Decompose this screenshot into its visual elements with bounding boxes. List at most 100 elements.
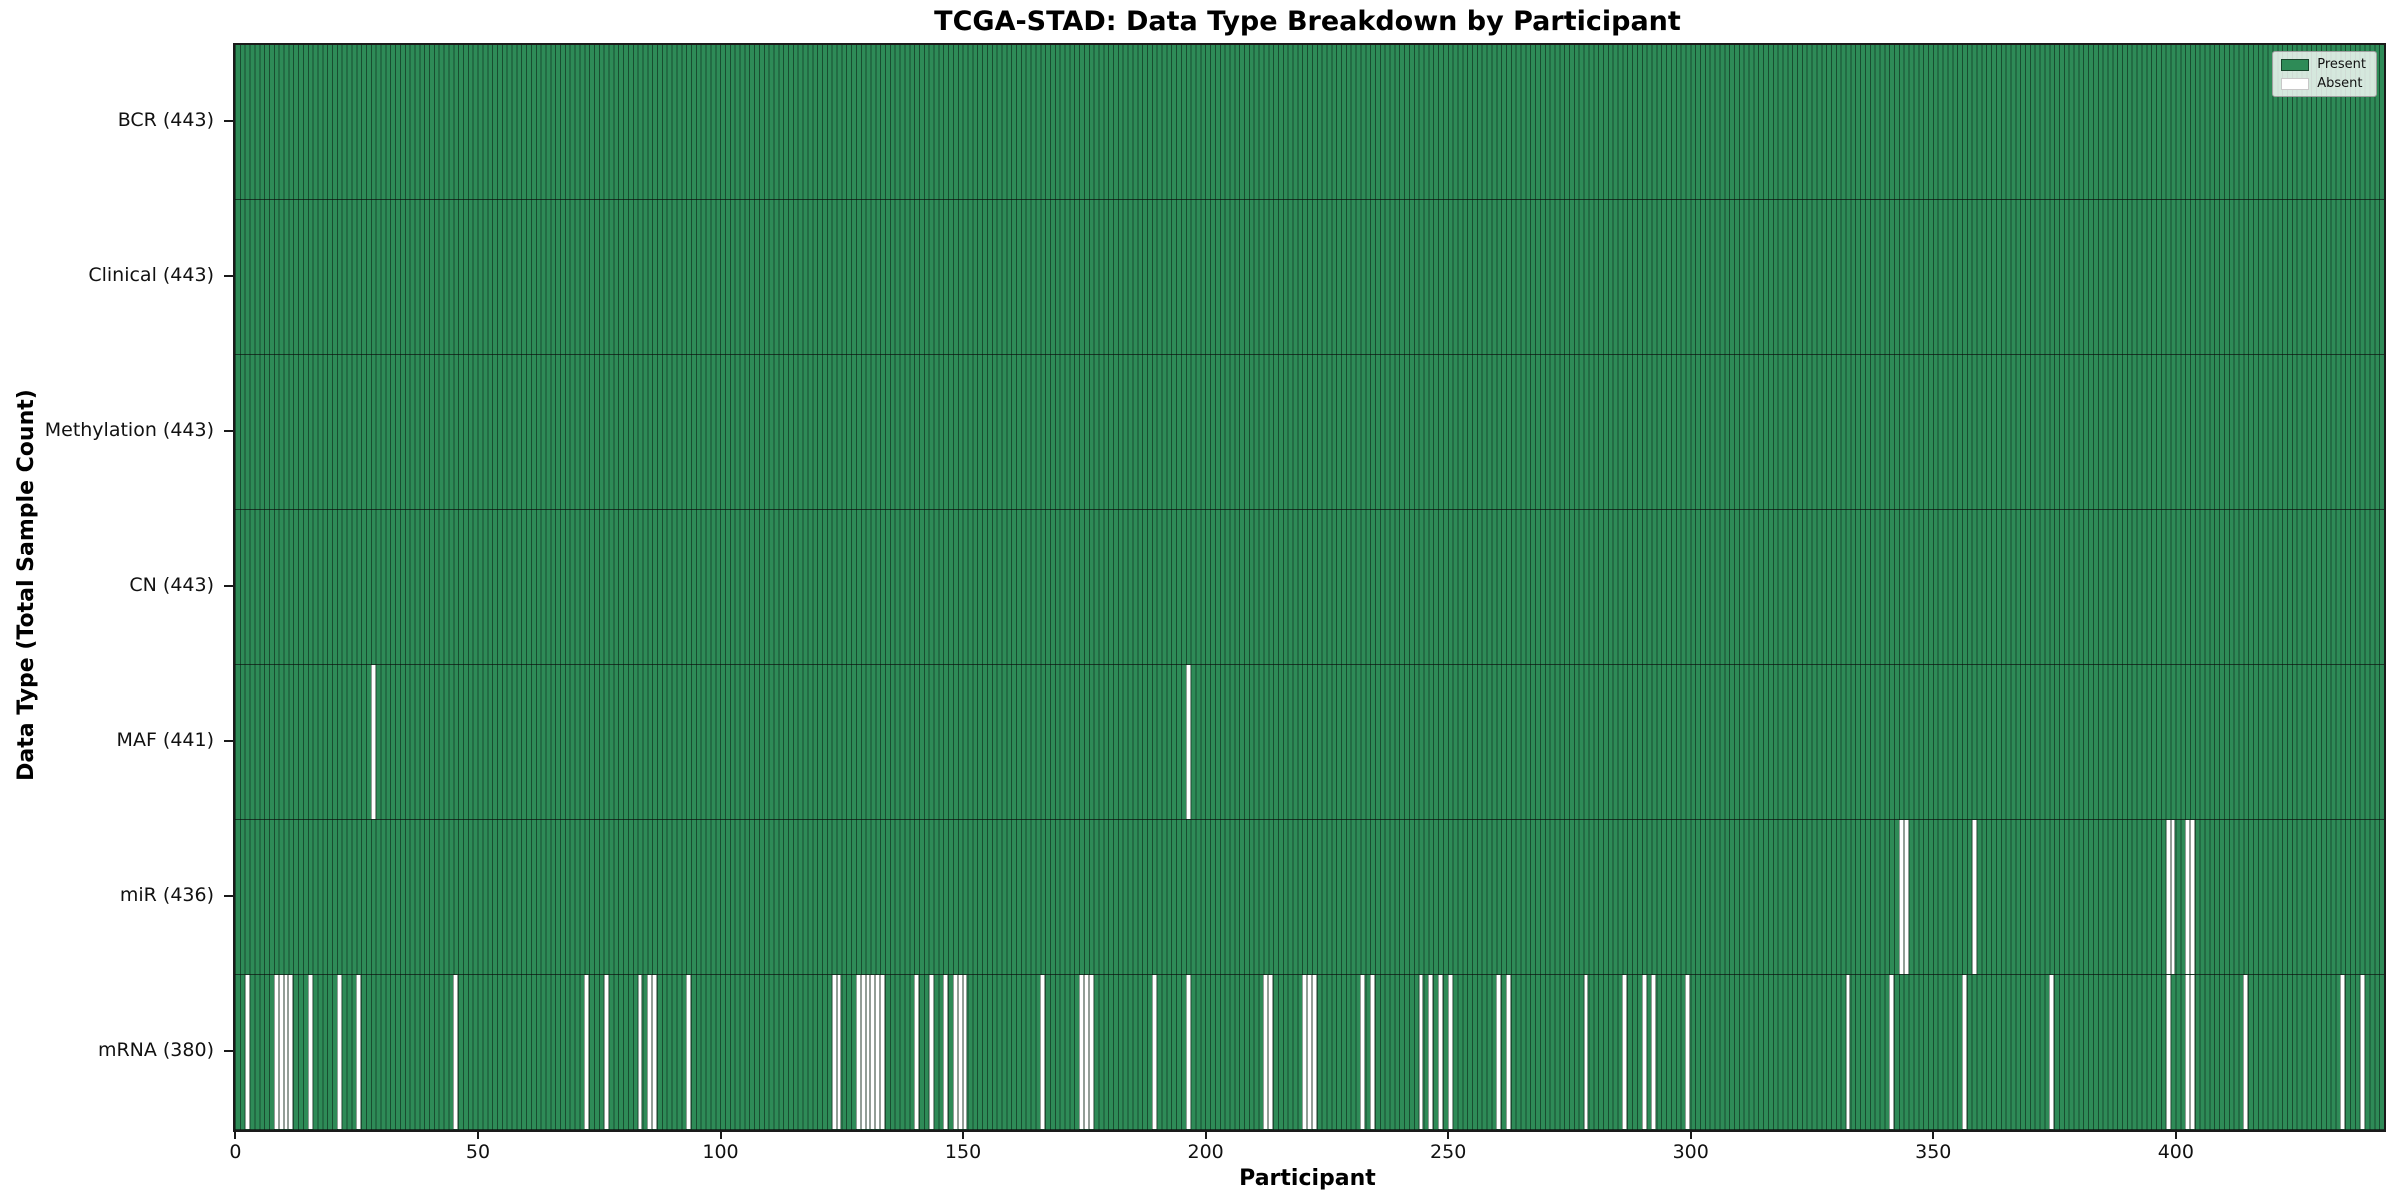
heatmap-row-BCR (235, 45, 2384, 200)
absent-bar (1496, 975, 1502, 1129)
absent-bar (283, 975, 289, 1129)
absent-bar (914, 975, 919, 1129)
absent-bar (855, 975, 861, 1129)
absent-bar (865, 975, 871, 1129)
heatmap-row-mRNA (235, 975, 2384, 1130)
absent-bar (1083, 975, 1089, 1129)
chart-title: TCGA-STAD: Data Type Breakdown by Partic… (934, 6, 1681, 37)
absent-bar (1438, 975, 1443, 1129)
absent-bar (453, 975, 459, 1129)
y-axis-title: Data Type (Total Sample Count) (14, 389, 39, 781)
y-tick-mark (224, 274, 233, 277)
absent-bar (1903, 820, 1909, 974)
absent-bar (2165, 975, 2171, 1129)
heatmap-row-MAF (235, 665, 2384, 820)
x-tick-label-0: 0 (229, 1141, 242, 1163)
y-tick-label-MAF: MAF (441) (116, 728, 214, 751)
absent-bar (1845, 975, 1851, 1129)
absent-bar (870, 975, 876, 1129)
absent-bar (584, 975, 590, 1129)
absent-bar (1505, 975, 1511, 1129)
heatmap-row-miR (235, 820, 2384, 975)
absent-bar (356, 975, 362, 1129)
absent-bar (2189, 975, 2195, 1129)
absent-bar (1898, 820, 1904, 974)
x-tick-mark (1447, 1130, 1450, 1139)
absent-bar (336, 975, 342, 1129)
x-tick-mark (234, 1130, 237, 1139)
absent-bar (1428, 975, 1434, 1129)
x-tick-mark (719, 1130, 722, 1139)
absent-bar (962, 975, 968, 1129)
absent-bar (1185, 665, 1191, 819)
y-tick-mark (224, 429, 233, 432)
absent-bar (2049, 975, 2055, 1129)
absent-bar (2340, 975, 2346, 1129)
absent-bar (2243, 975, 2249, 1129)
absent-bar (1889, 975, 1895, 1129)
legend-label-absent: Absent (2317, 76, 2363, 91)
y-tick-mark (224, 584, 233, 587)
x-tick-label-400: 400 (2157, 1141, 2194, 1163)
y-tick-mark (224, 894, 233, 897)
absent-bar (860, 975, 866, 1129)
absent-bar (1961, 975, 1967, 1129)
heatmap-row-Clinical (235, 200, 2384, 355)
absent-bar (2359, 975, 2365, 1129)
y-tick-label-mRNA: mRNA (380) (97, 1038, 214, 1061)
absent-bar (1685, 975, 1691, 1129)
x-tick-mark (1932, 1130, 1935, 1139)
x-tick-label-250: 250 (1430, 1141, 1467, 1163)
absent-bar (1263, 975, 1269, 1129)
absent-bar (2170, 820, 2176, 974)
x-tick-mark (962, 1130, 965, 1139)
x-tick-label-100: 100 (702, 1141, 739, 1163)
absent-bar (273, 975, 279, 1129)
x-tick-mark (1204, 1130, 1207, 1139)
y-tick-mark (224, 739, 233, 742)
absent-bar (244, 975, 250, 1129)
absent-bar (2185, 820, 2190, 974)
absent-bar (278, 975, 284, 1129)
x-tick-label-300: 300 (1672, 1141, 1709, 1163)
absent-bar (288, 975, 294, 1129)
x-tick-label-50: 50 (465, 1141, 491, 1163)
y-tick-mark (224, 1049, 233, 1052)
absent-bar (1151, 975, 1157, 1129)
x-tick-mark (1689, 1130, 1692, 1139)
absent-bar (1447, 975, 1453, 1129)
x-axis-title: Participant (1239, 1166, 1376, 1191)
absent-bar (1079, 975, 1084, 1129)
absent-bar (1370, 975, 1375, 1129)
legend-entry-present: Present (2281, 58, 2366, 71)
absent-bar (1307, 975, 1312, 1129)
absent-bar (831, 975, 837, 1129)
absent-bar (2165, 820, 2171, 974)
absent-bar (1311, 975, 1317, 1129)
y-tick-label-miR: miR (436) (119, 883, 214, 906)
absent-bar (652, 975, 658, 1129)
absent-swatch-icon (2281, 77, 2310, 90)
absent-bar (1971, 820, 1977, 974)
absent-bar (2185, 975, 2190, 1129)
absent-bar (1268, 975, 1274, 1129)
y-tick-label-Methylation: Methylation (443) (44, 418, 214, 441)
absent-bar (1302, 975, 1308, 1129)
absent-bar (647, 975, 653, 1129)
y-tick-label-BCR: BCR (443) (117, 108, 214, 131)
absent-bar (1622, 975, 1628, 1129)
absent-bar (880, 975, 886, 1129)
absent-bar (1360, 975, 1366, 1129)
absent-bar (1088, 975, 1094, 1129)
heatmap-row-CN (235, 510, 2384, 665)
legend-entry-absent: Absent (2281, 77, 2366, 90)
heatmap-row-Methylation (235, 355, 2384, 510)
absent-bar (1040, 975, 1046, 1129)
absent-bar (836, 975, 842, 1129)
y-tick-mark (224, 119, 233, 122)
x-tick-mark (476, 1130, 479, 1139)
absent-bar (603, 975, 609, 1129)
legend: Present Absent (2272, 51, 2377, 97)
absent-bar (637, 975, 643, 1129)
